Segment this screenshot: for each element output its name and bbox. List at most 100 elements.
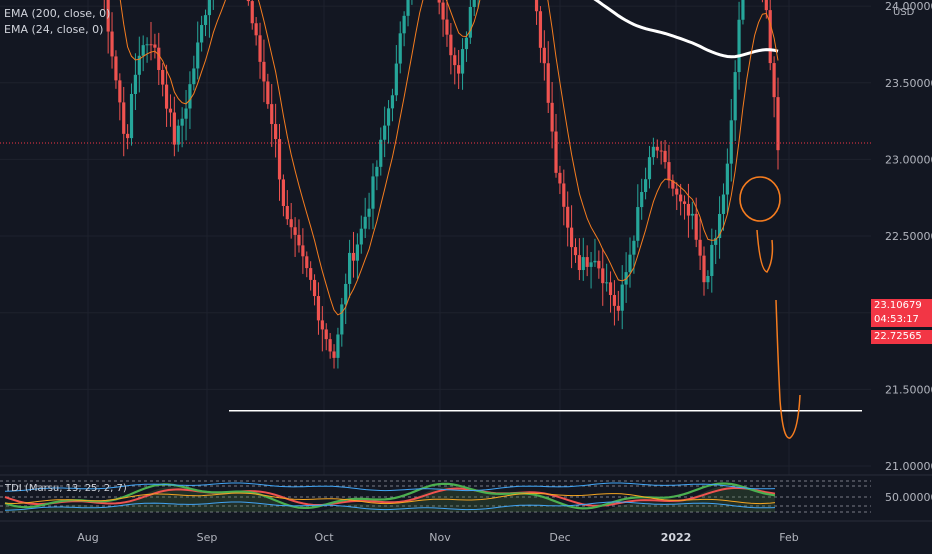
- ema24-legend[interactable]: EMA (24, close, 0): [4, 23, 104, 36]
- candle-body: [605, 282, 609, 284]
- candle-body: [168, 108, 173, 113]
- countdown-tag: 04:53:17: [871, 313, 932, 327]
- candle-body: [717, 213, 722, 239]
- month-label: Dec: [549, 531, 571, 544]
- candle-body: [671, 180, 675, 189]
- candle-body: [620, 284, 624, 311]
- candle-body: [386, 108, 391, 126]
- candle-body: [542, 47, 546, 64]
- tdi-legend[interactable]: TDI (Marsu, 13, 25, 2, 7): [5, 483, 127, 494]
- candle-body: [293, 227, 297, 235]
- candle-body: [573, 247, 578, 256]
- candle-body: [632, 240, 636, 255]
- tdi-lower-band: [4, 501, 776, 511]
- candle-body: [355, 244, 359, 261]
- candle-body: [460, 49, 465, 74]
- candle-body: [254, 23, 258, 36]
- candle-body: [612, 295, 617, 306]
- month-label: 2022: [660, 531, 692, 544]
- candle-body: [188, 84, 192, 109]
- candle-body: [246, 0, 250, 2]
- candle-body: [628, 254, 632, 273]
- candle-body: [737, 19, 741, 73]
- candle-body: [651, 146, 655, 158]
- candle-body: [577, 255, 581, 271]
- candle-body: [675, 188, 679, 195]
- candle-body: [285, 205, 289, 220]
- candle-body: [464, 37, 469, 50]
- price-tick-label: 23.00000: [885, 153, 932, 166]
- candle-body: [375, 166, 379, 177]
- price-tick-label: 24.00000: [885, 0, 932, 13]
- candle-body: [601, 268, 605, 284]
- candle-body: [437, 0, 441, 3]
- month-label: Nov: [429, 531, 451, 544]
- candle-body: [655, 146, 659, 151]
- candle-body: [714, 238, 718, 245]
- candle-body: [449, 34, 453, 56]
- candle-body: [207, 0, 212, 16]
- candle-body: [172, 112, 176, 145]
- candle-body: [616, 305, 620, 311]
- candle-body: [538, 11, 543, 48]
- candle-body: [192, 68, 196, 85]
- candle-body: [445, 19, 449, 35]
- ema200-legend[interactable]: EMA (200, close, 0): [4, 7, 111, 20]
- candle-body: [741, 0, 745, 20]
- candle-body: [297, 234, 301, 246]
- candle-body: [145, 44, 149, 46]
- candle-body: [593, 260, 597, 263]
- candle-body: [667, 162, 671, 181]
- candle-body: [110, 31, 114, 57]
- price-tick-label: 21.50000: [885, 383, 932, 396]
- candle-body: [336, 334, 340, 358]
- candle-body: [682, 201, 687, 204]
- candle-body: [164, 84, 169, 109]
- candle-body: [348, 252, 352, 284]
- candle-body: [733, 72, 737, 121]
- candle-body: [200, 25, 204, 43]
- candle-body: [176, 125, 180, 145]
- candle-body: [262, 61, 266, 82]
- price-tick-label: 21.00000: [885, 460, 932, 473]
- candle-body: [332, 351, 336, 358]
- candle-body: [597, 260, 601, 269]
- candle-body: [106, 0, 110, 32]
- candle-body: [457, 65, 461, 74]
- candle-body: [141, 45, 145, 56]
- candle-body: [157, 47, 161, 70]
- price-tick-label: 22.50000: [885, 230, 932, 243]
- candle-body: [122, 102, 126, 134]
- candle-body: [659, 150, 663, 152]
- candle-body: [367, 208, 371, 217]
- candle-body: [686, 203, 691, 216]
- candle-body: [328, 339, 332, 352]
- candle-body: [566, 206, 570, 228]
- candle-body: [589, 262, 593, 267]
- candle-body: [371, 176, 375, 209]
- candle-body: [129, 93, 134, 139]
- candle-body: [608, 282, 613, 296]
- candle-body: [690, 213, 694, 216]
- month-label: Oct: [314, 531, 334, 544]
- candle-body: [250, 1, 254, 24]
- candle-body: [126, 133, 130, 139]
- candle-body: [764, 0, 768, 11]
- tdi-level-label: 50.00000: [885, 491, 932, 504]
- candle-body: [258, 35, 262, 62]
- candle-body: [694, 213, 698, 240]
- currency-label: USD: [893, 7, 915, 18]
- ema200-line: [593, 0, 779, 59]
- candle-body: [161, 69, 165, 85]
- candle-body: [344, 283, 348, 305]
- candle-body: [398, 33, 402, 64]
- candle-body: [562, 183, 566, 207]
- candle-body: [643, 179, 648, 193]
- candle-body: [133, 74, 138, 94]
- candle-body: [270, 104, 274, 125]
- candle-body: [363, 216, 367, 229]
- candle-body: [277, 139, 282, 180]
- candle-body: [118, 80, 122, 103]
